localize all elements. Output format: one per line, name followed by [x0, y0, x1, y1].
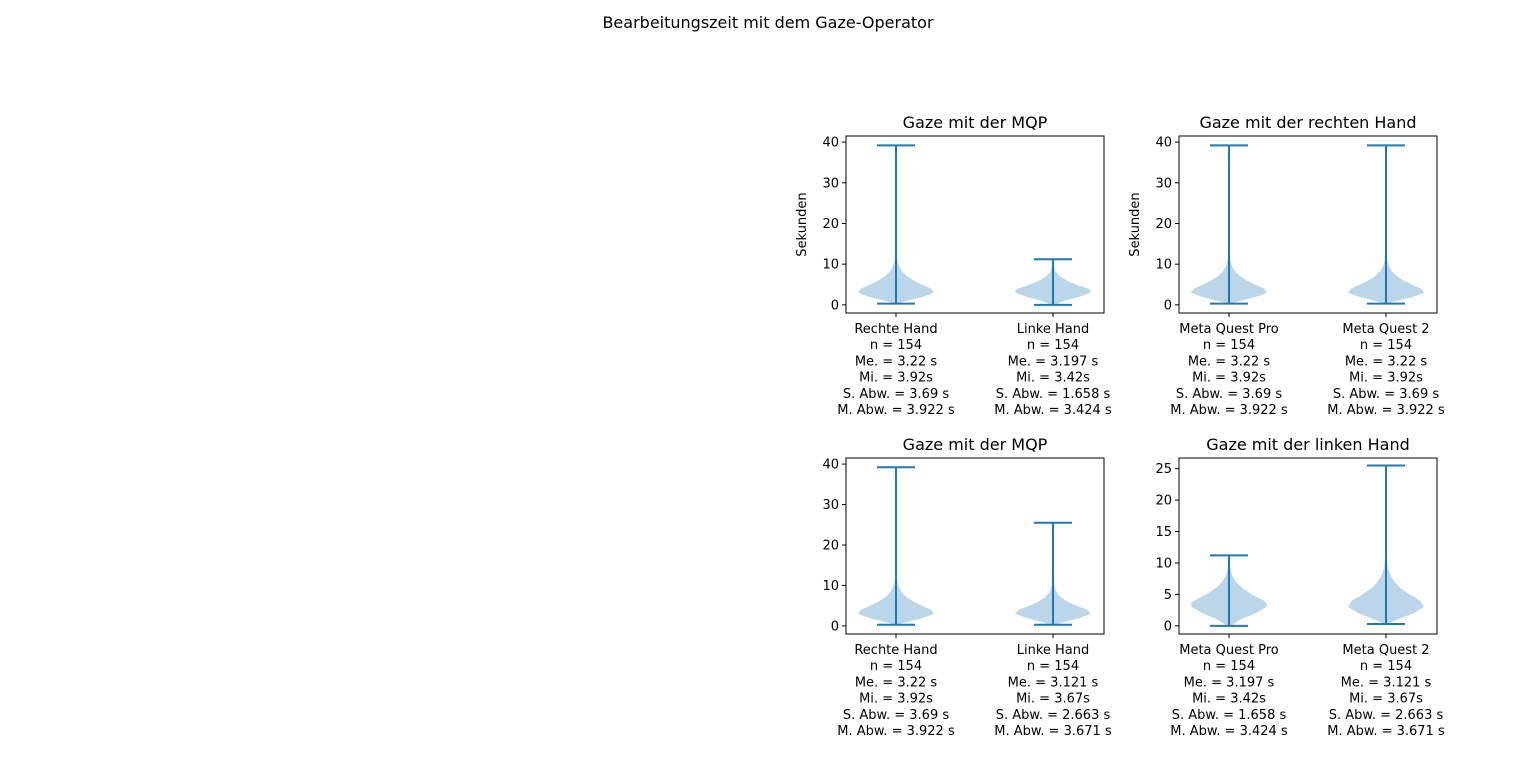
y-tick-label: 5: [1164, 588, 1172, 603]
y-tick-label: 10: [1155, 556, 1172, 571]
y-tick-label: 40: [822, 458, 839, 473]
y-tick-label: 20: [822, 217, 839, 232]
y-tick-label: 20: [822, 538, 839, 553]
y-tick-label: 25: [1155, 462, 1172, 477]
x-tick-label: Meta Quest Pro n = 154 Me. = 3.197 s Mi. = …: [1170, 643, 1288, 739]
subplot-title: Gaze mit der rechten Hand: [1199, 113, 1416, 132]
subplot-4: Gaze mit der linken Hand 0 5 10 15 20 25 Meta Q…: [1155, 435, 1445, 739]
y-tick-label: 20: [1155, 217, 1172, 232]
y-tick-label: 0: [1164, 619, 1172, 634]
x-tick-label: Meta Quest Pro n = 154 Me. = 3.22 s Mi. = 3…: [1170, 322, 1288, 418]
subplot-title: Gaze mit der MQP: [903, 113, 1048, 132]
y-tick-label: 30: [822, 498, 839, 513]
subplot-3: Gaze mit der MQP 0 10 20 30 40 Rechte Hand n = …: [822, 435, 1112, 739]
subplot-title: Gaze mit der MQP: [903, 435, 1048, 454]
subplot-title: Gaze mit der linken Hand: [1206, 435, 1410, 454]
x-tick-label: Rechte Hand n = 154 Me. = 3.22 s Mi. = 3.92…: [837, 643, 955, 739]
x-tick-label: Linke Hand n = 154 Me. = 3.197 s Mi. = 3.42…: [994, 322, 1112, 418]
axes-frame: [845, 457, 1105, 635]
axes-frame: [1178, 457, 1438, 635]
y-tick-label: 10: [822, 579, 839, 594]
axes-frame: [1178, 135, 1438, 314]
y-tick-label: 10: [1155, 258, 1172, 273]
subplot-2: Gaze mit der rechten Hand Sekunden 0 10 20 30…: [1128, 113, 1445, 418]
figure-suptitle: Bearbeitungszeit mit dem Gaze-Operator: [602, 13, 934, 32]
y-tick-label: 0: [831, 298, 839, 313]
x-tick-label: Linke Hand n = 154 Me. = 3.121 s Mi. = 3.67…: [994, 643, 1112, 739]
y-tick-label: 30: [822, 176, 839, 191]
x-tick-label: Rechte Hand n = 154 Me. = 3.22 s Mi. = 3.92…: [837, 322, 955, 418]
y-tick-label: 10: [822, 258, 839, 273]
y-tick-label: 0: [831, 619, 839, 634]
axes-frame: [845, 135, 1105, 314]
y-axis-label: Sekunden: [795, 192, 810, 256]
y-tick-label: 40: [1155, 136, 1172, 151]
y-axis-label: Sekunden: [1128, 192, 1143, 256]
y-tick-label: 30: [1155, 176, 1172, 191]
y-tick-label: 20: [1155, 494, 1172, 509]
y-tick-label: 15: [1155, 525, 1172, 540]
subplot-1: Gaze mit der MQP Sekunden 0 10 20 30 40 Rechte …: [795, 113, 1112, 418]
y-tick-label: 40: [822, 136, 839, 151]
y-tick-label: 0: [1164, 298, 1172, 313]
